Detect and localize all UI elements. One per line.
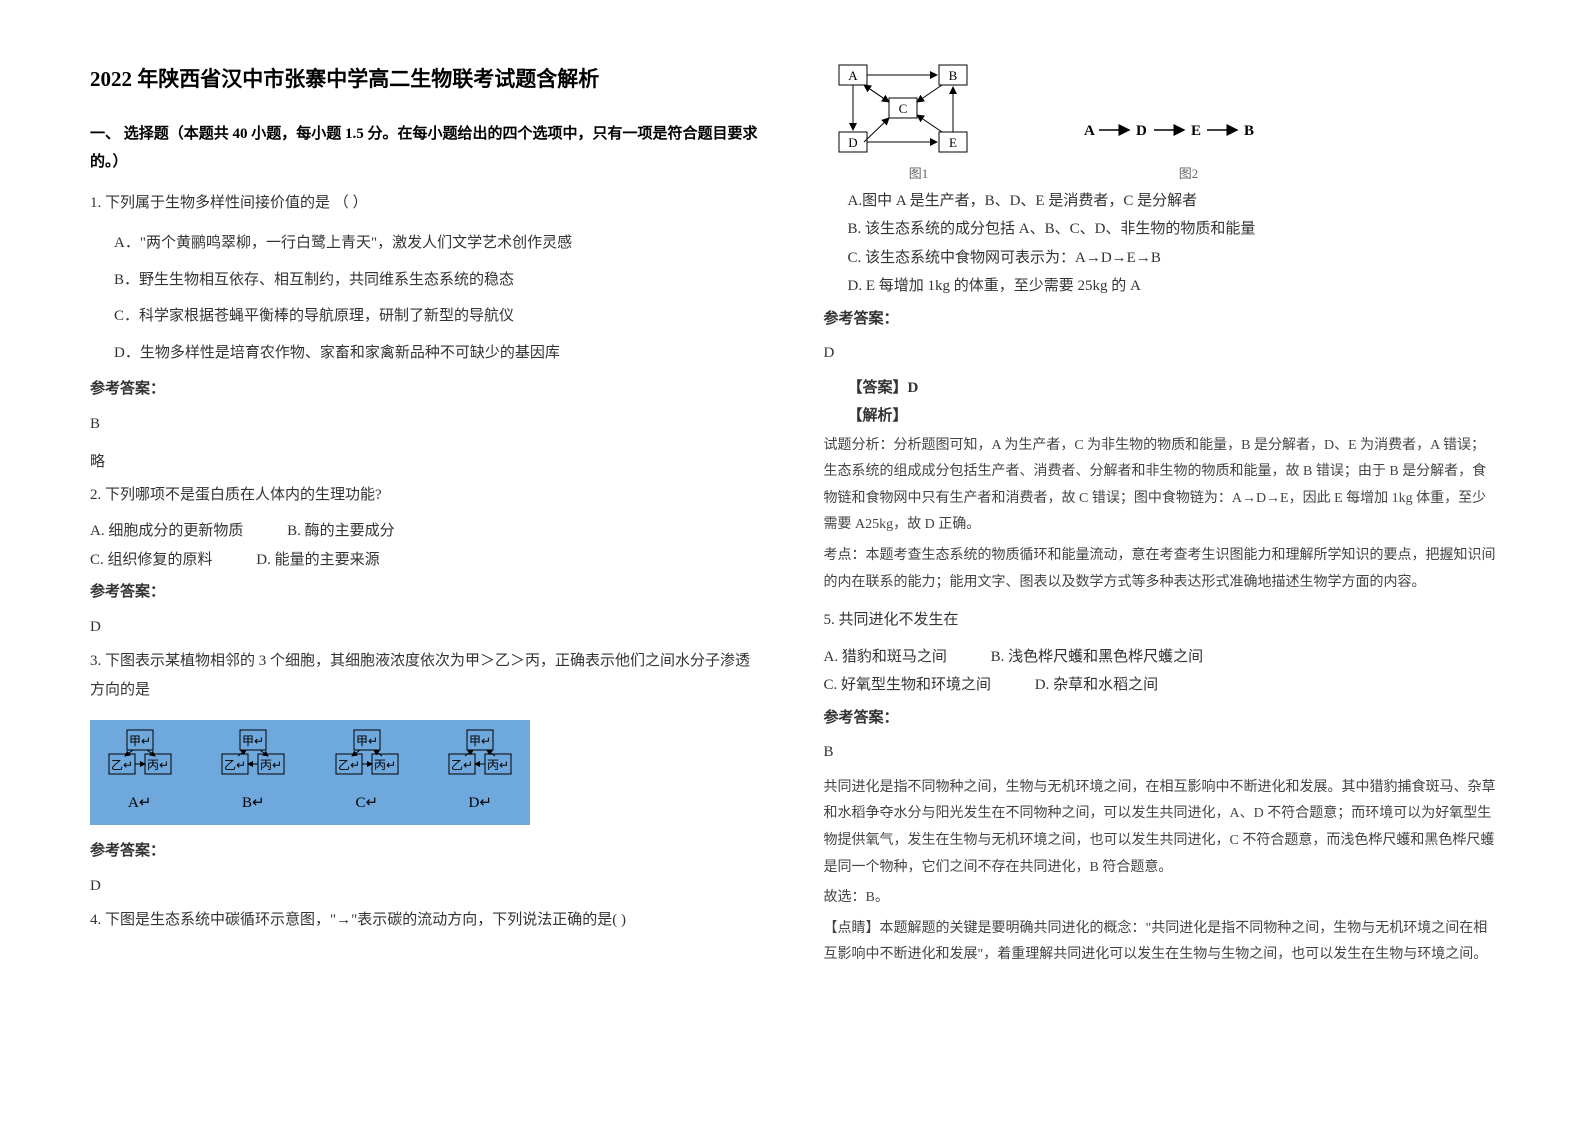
q3-label-a: A↵ [98,789,182,818]
cell-diagram-c-icon: 甲↵ 乙↵ 丙↵ [332,728,402,778]
q5-answer-label: 参考答案： [824,704,1498,733]
cell-diagram-a-icon: 甲↵ 乙↵ 丙↵ [105,728,175,778]
svg-text:乙↵: 乙↵ [338,758,360,772]
svg-text:D: D [848,135,857,150]
q4-option-a: A.图中 A 是生产者，B、D、E 是消费者，C 是分解者 [848,187,1498,216]
cell-diagram-d-icon: 甲↵ 乙↵ 丙↵ [445,728,515,778]
q2-option-b: B. 酶的主要成分 [287,517,395,546]
q4-bracket-answer: 【答案】D [848,374,1498,403]
q5-option-a: A. 猎豹和斑马之间 [824,643,947,672]
q5-tip: 【点睛】本题解题的关键是要明确共同进化的概念："共同进化是指不同物种之间，生物与… [824,916,1498,969]
svg-text:甲↵: 甲↵ [356,734,378,748]
svg-text:A: A [1084,123,1095,139]
q1-note: 略 [90,448,764,477]
q1-option-c: C．科学家根据苍蝇平衡棒的导航原理，研制了新型的导航仪 [114,302,764,331]
q5-option-c: C. 好氧型生物和环境之间 [824,671,992,700]
cell-diagram-b-icon: 甲↵ 乙↵ 丙↵ [218,728,288,778]
svg-text:甲↵: 甲↵ [469,734,491,748]
q5-stem: 5. 共同进化不发生在 [824,606,1498,635]
q1-option-a: A．"两个黄鹂鸣翠柳，一行白鹭上青天"，激发人们文学艺术创作灵感 [114,229,764,258]
q4-figure-1: A B C D E 图1 [824,60,1014,187]
svg-text:C: C [898,101,907,116]
svg-text:乙↵: 乙↵ [111,758,133,772]
q4-answer: D [824,339,1498,368]
q4-option-b: B. 该生态系统的成分包括 A、B、C、D、非生物的物质和能量 [848,215,1498,244]
q1-answer-label: 参考答案： [90,375,764,404]
svg-text:E: E [949,135,957,150]
svg-text:丙↵: 丙↵ [487,758,509,772]
svg-text:丙↵: 丙↵ [374,758,396,772]
svg-text:B: B [1244,123,1254,139]
q1-option-d: D．生物多样性是培育农作物、家畜和家禽新品种不可缺少的基因库 [114,339,764,368]
svg-text:丙↵: 丙↵ [260,758,282,772]
q3-diagram-d: 甲↵ 乙↵ 丙↵ D↵ [439,728,523,817]
q1-answer: B [90,410,764,439]
svg-text:乙↵: 乙↵ [451,758,473,772]
svg-text:A: A [848,68,858,83]
carbon-cycle-diagram-icon: A B C D E [824,60,1014,160]
q4-option-d: D. E 每增加 1kg 的体重，至少需要 25kg 的 A [848,272,1498,301]
q2-option-a: A. 细胞成分的更新物质 [90,517,243,546]
left-column: 2022 年陕西省汉中市张寨中学高二生物联考试题含解析 一、 选择题（本题共 4… [90,60,764,1062]
q3-diagram-c: 甲↵ 乙↵ 丙↵ C↵ [325,728,409,817]
q2-option-d: D. 能量的主要来源 [256,546,379,575]
q3-label-c: C↵ [325,789,409,818]
section-header: 一、 选择题（本题共 40 小题，每小题 1.5 分。在每小题给出的四个选项中，… [90,120,764,177]
svg-text:E: E [1191,123,1201,139]
q2-options-row1: A. 细胞成分的更新物质 B. 酶的主要成分 [90,517,764,546]
q5-option-b: B. 浅色桦尺蠖和黑色桦尺蠖之间 [991,643,1204,672]
q4-diagrams: A B C D E 图1 A D [824,60,1498,187]
q3-answer-label: 参考答案： [90,837,764,866]
q4-stem: 4. 下图是生态系统中碳循环示意图，"→"表示碳的流动方向，下列说法正确的是( … [90,906,764,935]
q5-explanation: 共同进化是指不同物种之间，生物与无机环境之间，在相互影响中不断进化和发展。其中猎… [824,775,1498,881]
q3-diagram-row: 甲↵ 乙↵ 丙↵ A↵ 甲↵ 乙↵ 丙↵ B↵ [90,720,530,825]
q5-options-row2: C. 好氧型生物和环境之间 D. 杂草和水稻之间 [824,671,1498,700]
q4-fig2-label: 图2 [1074,162,1304,187]
q1-option-b: B．野生生物相互依存、相互制约，共同维系生态系统的稳态 [114,266,764,295]
q4-answer-label: 参考答案： [824,305,1498,334]
svg-text:丙↵: 丙↵ [147,758,169,772]
q5-answer: B [824,738,1498,767]
q5-option-d: D. 杂草和水稻之间 [1035,671,1158,700]
q5-pick: 故选：B。 [824,885,1498,912]
q3-diagram-b: 甲↵ 乙↵ 丙↵ B↵ [212,728,296,817]
q5-options-row1: A. 猎豹和斑马之间 B. 浅色桦尺蠖和黑色桦尺蠖之间 [824,643,1498,672]
doc-title: 2022 年陕西省汉中市张寨中学高二生物联考试题含解析 [90,60,764,100]
q4-explanation-1: 试题分析：分析题图可知，A 为生产者，C 为非生物的物质和能量，B 是分解者，D… [824,433,1498,539]
q3-diagram-a: 甲↵ 乙↵ 丙↵ A↵ [98,728,182,817]
q2-answer-label: 参考答案： [90,578,764,607]
q3-answer: D [90,872,764,901]
q4-explanation-2: 考点：本题考查生态系统的物质循环和能量流动，意在考查考生识图能力和理解所学知识的… [824,543,1498,596]
q3-label-b: B↵ [212,789,296,818]
food-chain-diagram-icon: A D E B [1074,110,1304,160]
svg-text:乙↵: 乙↵ [224,758,246,772]
q2-options-row2: C. 组织修复的原料 D. 能量的主要来源 [90,546,764,575]
svg-text:甲↵: 甲↵ [129,734,151,748]
q3-stem: 3. 下图表示某植物相邻的 3 个细胞，其细胞液浓度依次为甲＞乙＞丙，正确表示他… [90,647,764,704]
q2-answer: D [90,613,764,642]
q4-fig1-label: 图1 [824,162,1014,187]
q2-option-c: C. 组织修复的原料 [90,546,213,575]
svg-text:B: B [948,68,957,83]
q4-option-c: C. 该生态系统中食物网可表示为：A→D→E→B [848,244,1498,273]
q4-figure-2: A D E B 图2 [1074,110,1304,187]
right-column: A B C D E 图1 A D [824,60,1498,1062]
q2-stem: 2. 下列哪项不是蛋白质在人体内的生理功能? [90,481,764,510]
svg-text:D: D [1136,123,1147,139]
q3-label-d: D↵ [439,789,523,818]
svg-text:甲↵: 甲↵ [242,734,264,748]
q1-stem: 1. 下列属于生物多样性间接价值的是 （ ） [90,189,764,218]
q4-bracket-explain: 【解析】 [848,402,1498,431]
